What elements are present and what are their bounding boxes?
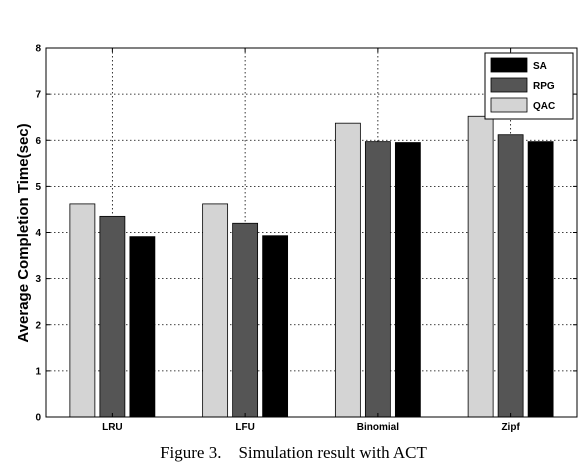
bar-rpg bbox=[364, 141, 391, 418]
legend-label: SA bbox=[533, 61, 547, 72]
chart: 0 1 2 3 4 5 6 7 8 LRU LFU Binomial Zipf Average Comp… bbox=[15, 44, 578, 433]
x-tick-label: LRU bbox=[102, 422, 123, 433]
bar-sa bbox=[262, 235, 289, 418]
ticks: 0 1 2 3 4 5 6 7 8 LRU LFU Binomial Zipf bbox=[35, 44, 577, 433]
bar-rpg bbox=[99, 215, 126, 418]
bar-qac bbox=[334, 122, 361, 418]
y-tick-label: 7 bbox=[35, 90, 41, 101]
legend-label: QAC bbox=[533, 101, 555, 112]
legend-label: RPG bbox=[533, 81, 555, 92]
legend-swatch bbox=[490, 97, 528, 113]
x-tick-label: Zipf bbox=[501, 422, 520, 433]
x-tick-label: LFU bbox=[235, 422, 254, 433]
legend-swatch bbox=[490, 77, 528, 93]
bar-sa bbox=[394, 142, 421, 418]
bar-sa bbox=[129, 236, 156, 418]
y-tick-label: 0 bbox=[35, 413, 41, 424]
legend: SA RPG QAC bbox=[484, 52, 574, 120]
bar-qac bbox=[69, 203, 96, 418]
figure-caption: Figure 3. Simulation result with ACT bbox=[160, 443, 427, 462]
y-tick-label: 4 bbox=[35, 228, 41, 239]
x-tick-label: Binomial bbox=[357, 422, 399, 433]
y-tick-label: 3 bbox=[35, 274, 41, 285]
y-axis-title: Average Completion Time(sec) bbox=[15, 123, 32, 342]
bar-rpg bbox=[497, 134, 524, 418]
bar-qac bbox=[467, 115, 494, 418]
legend-swatch bbox=[490, 57, 528, 73]
bars bbox=[69, 115, 554, 418]
y-tick-label: 1 bbox=[35, 366, 41, 377]
y-tick-label: 8 bbox=[35, 44, 41, 55]
y-tick-label: 2 bbox=[35, 320, 41, 331]
bar-rpg bbox=[232, 222, 259, 418]
y-tick-label: 6 bbox=[35, 136, 41, 147]
bar-sa bbox=[527, 141, 554, 418]
y-tick-label: 5 bbox=[35, 182, 41, 193]
bar-qac bbox=[202, 203, 229, 418]
